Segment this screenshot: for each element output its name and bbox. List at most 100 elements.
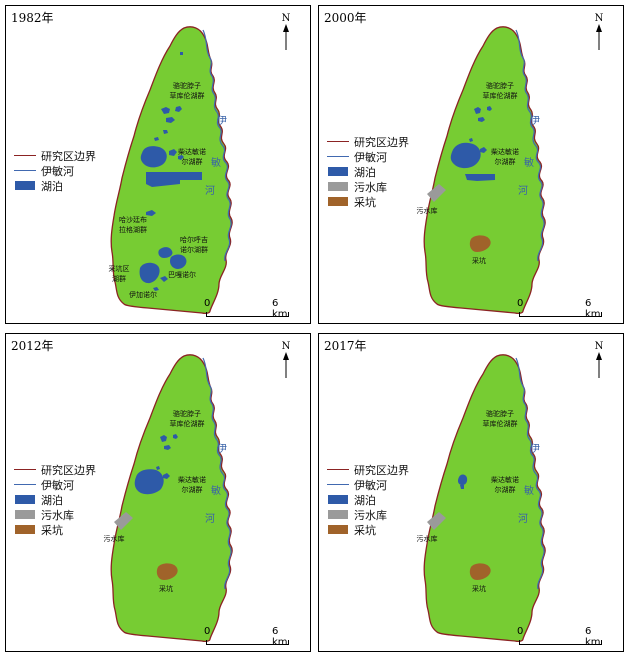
river-char-min: 敏	[211, 156, 221, 169]
river-char-yi: 伊	[530, 115, 540, 127]
legend-label: 研究区边界	[354, 463, 409, 477]
label-luotuo-2: 草库伦湖群	[483, 91, 518, 100]
legend-lake: 湖泊	[327, 164, 409, 179]
legend-line-symbol	[14, 484, 36, 485]
mining-pit	[469, 563, 491, 580]
lake	[163, 130, 168, 134]
scale-distance: 6 km	[585, 298, 601, 320]
legend-label: 采坑	[41, 523, 63, 537]
label-hasha-1: 哈沙廷布	[119, 215, 147, 224]
river-char-yi: 伊	[217, 443, 227, 455]
yimin-river	[515, 29, 545, 262]
lake	[153, 287, 159, 291]
study-area	[423, 26, 546, 315]
scale-zero: 0	[517, 298, 524, 309]
label-chai-2: 尔湖群	[182, 157, 203, 166]
legend-fill-symbol	[328, 495, 348, 504]
sewage-reservoir	[427, 184, 446, 202]
legend-fill-symbol	[15, 495, 35, 504]
north-arrow-icon	[283, 24, 289, 50]
north-arrow-icon	[596, 24, 602, 50]
legend-fill-symbol	[328, 525, 348, 534]
lake	[166, 117, 175, 123]
lake	[161, 107, 170, 114]
north-letter: N	[281, 13, 291, 24]
legend-lake: 湖泊	[327, 492, 409, 507]
legend-pit: 采坑	[327, 194, 409, 209]
legend-label: 伊敏河	[41, 164, 74, 178]
scale-zero: 0	[204, 298, 211, 309]
legend-line-symbol	[14, 170, 36, 171]
legend-label: 伊敏河	[41, 478, 74, 492]
north-arrow: N	[276, 14, 296, 54]
legend-line-symbol	[327, 469, 349, 470]
lake	[139, 262, 160, 284]
legend-fill-symbol	[328, 510, 348, 519]
legend-label: 污水库	[41, 508, 74, 522]
label-yijia: 伊加诺尔	[129, 290, 157, 299]
lake	[487, 106, 492, 111]
legend-label: 伊敏河	[354, 478, 387, 492]
river-char-min: 敏	[524, 484, 534, 497]
label-bagan: 巴嘎诺尔	[168, 270, 196, 279]
north-letter: N	[594, 341, 604, 352]
legend-boundary: 研究区边界	[14, 148, 96, 163]
lake	[146, 210, 156, 216]
lake	[160, 435, 167, 442]
river-char-min: 敏	[211, 484, 221, 497]
yimin-river	[202, 29, 232, 262]
legend-label: 研究区边界	[41, 149, 96, 163]
lake	[478, 117, 485, 122]
lake	[450, 142, 481, 169]
legend: 研究区边界 伊敏河 湖泊 污水库 采坑	[327, 462, 409, 537]
legend: 研究区边界 伊敏河 湖泊	[14, 148, 96, 193]
panel-year-title: 2000年	[324, 11, 367, 25]
label-chai-1: 柴达敏诺	[178, 147, 206, 156]
legend-reservoir: 污水库	[327, 507, 409, 522]
mining-pit	[469, 235, 491, 252]
lake	[146, 172, 202, 187]
label-luotuo-2: 草库伦湖群	[170, 419, 205, 428]
lake	[469, 138, 473, 142]
river-char-he: 河	[205, 185, 215, 197]
legend-label: 研究区边界	[354, 135, 409, 149]
legend-fill-symbol	[15, 181, 35, 190]
legend-line-symbol	[14, 155, 36, 156]
legend-label: 湖泊	[41, 179, 63, 193]
label-caikeng-2: 湖群	[112, 274, 126, 283]
north-arrow: N	[589, 14, 609, 54]
scale-bar-line	[519, 640, 602, 645]
legend-label: 伊敏河	[354, 150, 387, 164]
scale-distance: 6 km	[585, 626, 601, 648]
legend-line-symbol	[327, 484, 349, 485]
scale-bar: 0 6 km	[515, 298, 605, 320]
legend-line-symbol	[327, 141, 349, 142]
lake	[169, 254, 187, 269]
north-arrow-icon	[596, 352, 602, 378]
map-panel-3: 伊敏河污水库 采坑 骆驼脖子 草库伦湖群 柴达敏诺 尔湖群 2017年 N 研究区边界 伊敏河 湖泊…	[318, 333, 624, 652]
north-arrow-icon	[283, 352, 289, 378]
legend-boundary: 研究区边界	[327, 462, 409, 477]
map-panel-0: 伊敏河 骆驼脖子 草库伦湖群 柴达敏诺 尔湖群 哈沙廷布 拉格湖群 哈尔呼吉 诺尔湖群 采坑区 湖群…	[5, 5, 311, 324]
lake	[156, 466, 160, 470]
legend-label: 污水库	[354, 180, 387, 194]
label-hasha-2: 拉格湖群	[119, 225, 147, 234]
legend-pit: 采坑	[327, 522, 409, 537]
label-reservoir: 污水库	[104, 534, 125, 543]
river-char-yi: 伊	[217, 115, 227, 127]
scale-zero: 0	[517, 626, 524, 637]
legend-fill-symbol	[15, 525, 35, 534]
legend-reservoir: 污水库	[14, 507, 96, 522]
sewage-reservoir	[427, 512, 446, 530]
lake	[169, 149, 177, 156]
sewage-reservoir	[114, 512, 133, 530]
lake	[173, 434, 178, 439]
legend-lake: 湖泊	[14, 178, 96, 193]
legend-river: 伊敏河	[14, 477, 96, 492]
panel-year-title: 2017年	[324, 339, 367, 353]
label-chai-2: 尔湖群	[495, 157, 516, 166]
study-area	[423, 354, 546, 643]
map-panel-1: 伊敏河污水库 采坑 骆驼脖子 草库伦湖群 柴达敏诺 尔湖群 2000年 N 研究区边界 伊敏河 湖泊…	[318, 5, 624, 324]
label-chai-2: 尔湖群	[182, 485, 203, 494]
